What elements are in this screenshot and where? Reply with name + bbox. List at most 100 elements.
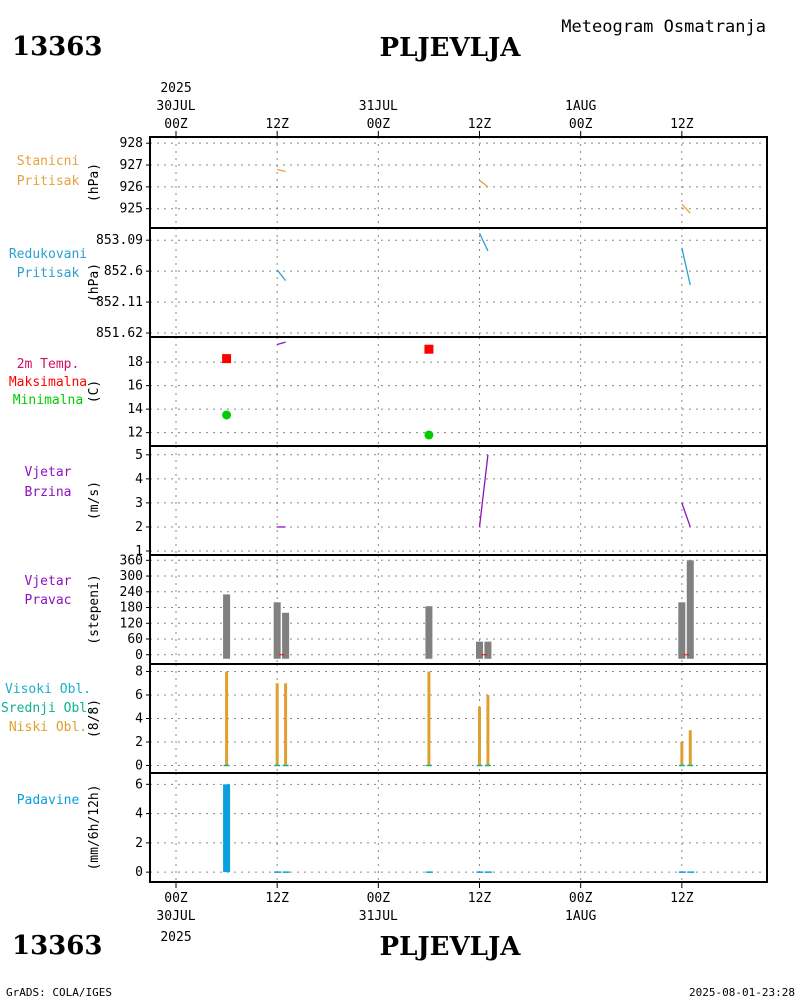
- panel-label: Pritisak: [17, 174, 80, 189]
- panel-label: Vjetar: [25, 574, 72, 589]
- station-id-top: 13363: [12, 32, 102, 62]
- bottom-hour-label: 12Z: [265, 891, 289, 906]
- panel-label: Minimalna: [13, 393, 83, 408]
- panel-label: Pritisak: [17, 266, 80, 281]
- series-line: [681, 247, 691, 286]
- y-tick-label: 852.6: [104, 264, 143, 279]
- y-tick-label: 8: [135, 665, 143, 680]
- panel-label: Visoki Obl.: [5, 682, 91, 697]
- y-tick-label: 925: [120, 202, 143, 217]
- y-axis-label: (C): [87, 380, 102, 403]
- panel-frame: [149, 336, 768, 447]
- direction-bar: [484, 641, 492, 659]
- panel-label: Niski Obl.: [9, 720, 87, 735]
- cloud-bar: [427, 671, 431, 766]
- panel-label: 2m Temp.: [17, 357, 80, 372]
- panel-precipitation: 6 4 2 0 Padavine (mm/6h/12h): [17, 772, 768, 883]
- direction-bar: [476, 641, 483, 659]
- direction-bar: [678, 602, 686, 659]
- series-line: [276, 269, 287, 282]
- panel-label: Brzina: [25, 485, 72, 500]
- panel-frame: [149, 136, 768, 229]
- top-hour-label: 12Z: [670, 117, 694, 132]
- y-tick-label: 180: [120, 601, 143, 616]
- y-axis-label: (stepeni): [87, 574, 102, 644]
- top-hour-label: 12Z: [265, 117, 289, 132]
- y-tick-label: 2: [135, 735, 143, 750]
- panel-label: Redukovani: [9, 247, 87, 262]
- direction-bar: [282, 612, 290, 659]
- top-date-label: 30JUL: [156, 99, 195, 114]
- panel-frame: [149, 227, 768, 338]
- bottom-hour-label: 00Z: [164, 891, 188, 906]
- series-line: [479, 179, 489, 188]
- y-tick-label: 928: [120, 136, 143, 151]
- panel-label: Maksimalna: [9, 375, 87, 390]
- y-tick-label: 0: [135, 648, 143, 663]
- top-time-axis: 2025 00Z 30JUL 12Z 00Z 31JUL 12Z 00Z 1AUG 12Z: [156, 81, 694, 137]
- top-date-label: 31JUL: [359, 99, 398, 114]
- y-tick-label: 853.09: [96, 233, 143, 248]
- precip-bar: [223, 784, 231, 873]
- y-tick-label: 5: [135, 448, 143, 463]
- panel-label: Pravac: [25, 593, 72, 608]
- credit-text: GrADS: COLA/IGES: [6, 986, 112, 999]
- panel-label: Vjetar: [25, 465, 72, 480]
- panel-frame: [149, 554, 768, 665]
- y-tick-label: 60: [127, 632, 143, 647]
- tmax-point: [424, 344, 434, 354]
- bottom-date-label: 1AUG: [565, 909, 596, 924]
- bottom-date-label: 31JUL: [359, 909, 398, 924]
- y-tick-label: 852.11: [96, 295, 143, 310]
- cloud-bar: [275, 683, 279, 766]
- y-tick-label: 4: [135, 807, 143, 822]
- cloud-bar: [225, 671, 229, 766]
- panel-label: Padavine: [17, 793, 80, 808]
- panel-station-pressure: 928 927 926 925 Stanicni Pritisak (hPa): [17, 136, 768, 229]
- series-line: [277, 168, 286, 173]
- bottom-hour-label: 12Z: [670, 891, 694, 906]
- y-tick-label: 3: [135, 496, 143, 511]
- series-line: [681, 502, 691, 528]
- y-axis-label: (8/8): [87, 699, 102, 738]
- panel-frame: [149, 445, 768, 556]
- bottom-year-label: 2025: [160, 930, 191, 945]
- bottom-hour-label: 00Z: [569, 891, 593, 906]
- station-id-bottom: 13363: [12, 931, 102, 961]
- y-tick-label: 2: [135, 836, 143, 851]
- cloud-bar: [680, 741, 684, 766]
- y-tick-label: 6: [135, 777, 143, 792]
- y-tick-label: 851.62: [96, 326, 143, 341]
- y-tick-label: 16: [127, 379, 143, 394]
- y-tick-label: 360: [120, 553, 143, 568]
- direction-bar: [425, 606, 433, 659]
- direction-bar: [223, 594, 231, 659]
- y-tick-label: 120: [120, 616, 143, 631]
- y-tick-label: 0: [135, 758, 143, 773]
- y-tick-label: 4: [135, 472, 143, 487]
- y-axis-label: (mm/6h/12h): [87, 784, 102, 870]
- station-name-bottom: PLJEVLJA: [380, 932, 522, 962]
- timestamp-text: 2025-08-01-23:28: [689, 986, 795, 999]
- top-hour-label: 00Z: [164, 117, 188, 132]
- panel-temperature: 18 16 14 12 2m Temp. Maksimalna Minimalna (C): [9, 336, 768, 447]
- bottom-date-label: 30JUL: [156, 909, 195, 924]
- cloud-bar: [486, 695, 490, 766]
- series-line: [478, 454, 489, 528]
- panel-label: Srednji Obl.: [1, 701, 95, 716]
- panel-label: Stanicni: [17, 154, 80, 169]
- bottom-time-axis: 2025 00Z 30JUL 12Z 00Z 31JUL 12Z 00Z 1AUG 12Z: [156, 882, 694, 945]
- panel-frame: [149, 772, 768, 883]
- top-hour-label: 00Z: [569, 117, 593, 132]
- panel-reduced-pressure: 853.09 852.6 852.11 851.62 Redukovani Pritisa…: [9, 227, 768, 341]
- series-line: [478, 232, 489, 252]
- panel-wind-speed: 5 4 3 2 1 Vjetar Brzina (m/s): [25, 445, 768, 559]
- tmin-point: [222, 410, 232, 420]
- y-tick-label: 6: [135, 688, 143, 703]
- cloud-bar: [478, 706, 481, 766]
- y-tick-label: 240: [120, 585, 143, 600]
- top-year-label: 2025: [160, 81, 191, 96]
- y-tick-label: 0: [135, 865, 143, 880]
